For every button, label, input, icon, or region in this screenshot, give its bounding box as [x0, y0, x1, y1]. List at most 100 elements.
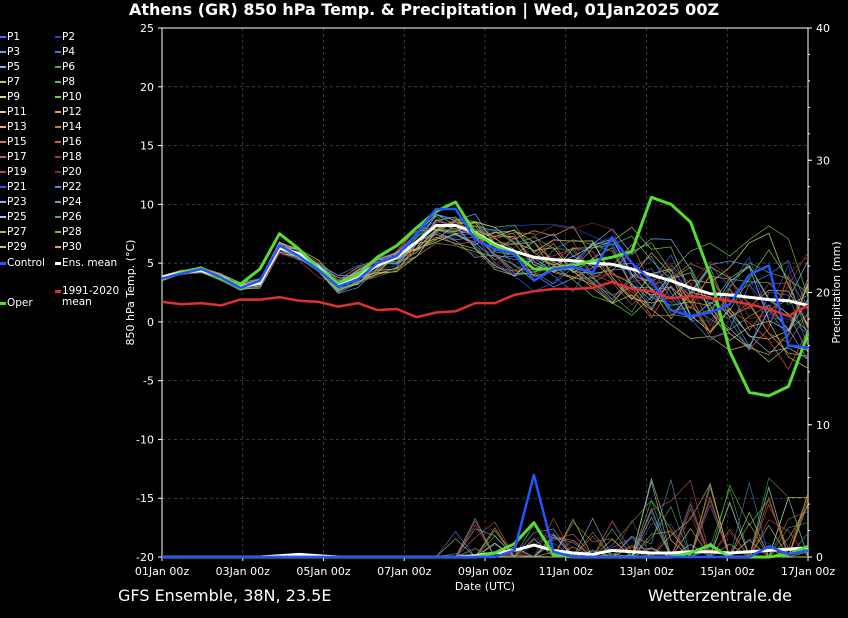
legend-item-p16: P16	[55, 136, 82, 148]
legend-label: Oper	[7, 297, 33, 309]
legend-item-p25: P25	[0, 211, 27, 223]
legend-swatch	[0, 171, 6, 173]
legend-swatch	[55, 261, 61, 265]
legend-item-p19: P19	[0, 166, 27, 178]
x-tick-label: 11Jan 00z	[539, 565, 593, 578]
legend-swatch	[0, 81, 6, 83]
y2-tick-label: 40	[816, 22, 830, 35]
y-axis-label: 850 hPa Temp. (°C)	[124, 240, 137, 346]
legend-swatch	[55, 231, 61, 233]
legend-label: P28	[62, 226, 82, 238]
x-axis-label: Date (UTC)	[455, 580, 515, 593]
legend-item-oper: Oper	[0, 297, 33, 309]
legend-item-p5: P5	[0, 61, 20, 73]
y2-tick-label: 30	[816, 154, 830, 167]
legend-swatch	[55, 216, 61, 218]
legend-label: P6	[62, 61, 76, 73]
legend-item-p9: P9	[0, 91, 20, 103]
legend-swatch	[55, 156, 61, 158]
legend-swatch	[55, 81, 61, 83]
legend-item-p22: P22	[55, 181, 82, 193]
y-tick-label: -10	[136, 433, 154, 446]
legend-item-p17: P17	[0, 151, 27, 163]
legend-swatch	[0, 156, 6, 158]
legend-item-p12: P12	[55, 106, 82, 118]
y-tick-label: 5	[147, 257, 154, 270]
y2-axis-label: Precipitation (mm)	[830, 241, 843, 343]
x-tick-label: 09Jan 00z	[458, 565, 512, 578]
legend-label: P1	[7, 31, 21, 43]
y2-tick-label: 20	[816, 287, 830, 300]
chart-title: Athens (GR) 850 hPa Temp. & Precipitatio…	[128, 0, 720, 19]
legend-item-p2: P2	[55, 31, 75, 43]
legend-swatch	[0, 246, 6, 248]
y-tick-label: -20	[136, 551, 154, 564]
series-oper	[161, 195, 810, 398]
x-tick-label: 15Jan 00z	[700, 565, 754, 578]
legend-label: P10	[62, 91, 82, 103]
legend-swatch	[0, 111, 6, 113]
x-tick-label: 01Jan 00z	[135, 565, 189, 578]
legend-label: P21	[7, 181, 27, 193]
legend-label: P7	[7, 76, 21, 88]
y-tick-label: 20	[140, 81, 154, 94]
legend-item-p8: P8	[55, 76, 75, 88]
y-tick-label: -5	[143, 375, 154, 388]
legend-swatch	[0, 96, 6, 98]
legend-swatch	[0, 301, 6, 305]
y-tick-label: 10	[140, 198, 154, 211]
legend-label: 1991-2020	[62, 285, 120, 297]
legend-label: P17	[7, 151, 27, 163]
legend-label: P25	[7, 211, 27, 223]
legend-label: P27	[7, 226, 27, 238]
legend-item-p24: P24	[55, 196, 82, 208]
legend-swatch	[0, 216, 6, 218]
legend-label: P22	[62, 181, 82, 193]
legend-label: P18	[62, 151, 82, 163]
x-tick-label: 17Jan 00z	[781, 565, 835, 578]
legend-label: Ens. mean	[62, 257, 118, 269]
x-tick-label: 07Jan 00z	[377, 565, 431, 578]
legend-swatch	[55, 201, 61, 203]
legend-swatch	[55, 141, 61, 143]
legend-label: P19	[7, 166, 27, 178]
y-tick-label: -15	[136, 492, 154, 505]
legend-label: P2	[62, 31, 76, 43]
legend-item-p30: P30	[55, 241, 82, 253]
legend-label: P8	[62, 76, 76, 88]
legend-swatch	[55, 186, 61, 188]
y-tick-label: 25	[140, 22, 154, 35]
legend-label: P24	[62, 196, 82, 208]
legend-item-p7: P7	[0, 76, 20, 88]
legend-item-p23: P23	[0, 196, 27, 208]
legend-item-p1: P1	[0, 31, 20, 43]
legend-label: P13	[7, 121, 27, 133]
legend-swatch	[55, 96, 61, 98]
legend-item-p3: P3	[0, 46, 20, 58]
legend-item-p10: P10	[55, 91, 82, 103]
legend-label: mean	[62, 296, 92, 308]
legend-swatch	[55, 66, 61, 68]
legend-item-p4: P4	[55, 46, 75, 58]
model-location-label: GFS Ensemble, 38N, 23.5E	[118, 586, 332, 605]
y2-tick-label: 10	[816, 419, 830, 432]
legend-swatch	[0, 141, 6, 143]
legend-swatch	[55, 36, 61, 38]
legend-swatch	[0, 231, 6, 233]
legend-item-p15: P15	[0, 136, 27, 148]
legend-swatch	[0, 66, 6, 68]
legend-item-p14: P14	[55, 121, 82, 133]
legend-item-p6: P6	[55, 61, 75, 73]
legend-label: P11	[7, 106, 27, 118]
legend-swatch	[0, 126, 6, 128]
series-control	[161, 207, 809, 350]
legend-swatch	[0, 51, 6, 53]
legend-item-p20: P20	[55, 166, 82, 178]
legend-label: P9	[7, 91, 21, 103]
y2-tick-label: 0	[816, 551, 823, 564]
legend-swatch	[55, 171, 61, 173]
legend-label: P26	[62, 211, 82, 223]
x-tick-label: 05Jan 00z	[296, 565, 350, 578]
y-tick-label: 0	[147, 316, 154, 329]
